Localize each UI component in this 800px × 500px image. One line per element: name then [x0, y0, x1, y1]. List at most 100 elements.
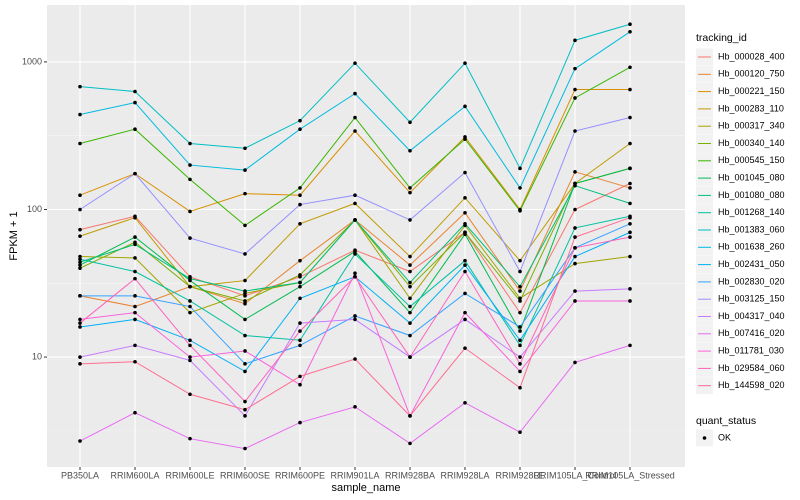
point: [463, 61, 467, 66]
point: [298, 127, 302, 132]
point: [298, 280, 302, 285]
point: [573, 261, 577, 266]
point: [78, 112, 82, 117]
point: [408, 296, 412, 301]
point: [133, 235, 137, 239]
point: [408, 310, 412, 315]
point: [518, 310, 522, 315]
point: [463, 222, 467, 226]
point: [78, 321, 82, 325]
legend-label: Hb_001268_140: [718, 207, 785, 217]
legend-label: Hb_004317_040: [718, 311, 785, 321]
point: [573, 235, 577, 239]
point: [353, 218, 357, 222]
point: [353, 317, 357, 322]
point: [298, 222, 302, 226]
point: [353, 61, 357, 66]
point: [188, 358, 192, 363]
y-tick-label: 1000: [22, 56, 42, 66]
point: [628, 254, 632, 259]
point: [188, 392, 192, 397]
point: [463, 346, 467, 350]
legend-label: Hb_029584_060: [718, 363, 785, 373]
point: [628, 343, 632, 348]
point: [243, 252, 247, 256]
point: [463, 269, 467, 274]
point: [78, 325, 82, 329]
point: [463, 310, 467, 315]
point: [463, 232, 467, 237]
point: [298, 186, 302, 190]
legend-label: Hb_000120_750: [718, 69, 785, 79]
legend-label: Hb_001638_260: [718, 242, 785, 252]
point: [133, 317, 137, 322]
point: [243, 146, 247, 151]
point: [518, 166, 522, 171]
point: [78, 234, 82, 238]
point: [188, 209, 192, 214]
x-tick-label: RRIM600LA: [110, 470, 159, 480]
x-tick-label: RRIM105LA_Control: [533, 470, 616, 480]
legend-label: Hb_007416_020: [718, 328, 785, 338]
point: [78, 355, 82, 359]
point: [573, 360, 577, 365]
point: [133, 100, 137, 105]
legend-label: Hb_000545_150: [718, 155, 785, 165]
legend-label: Hb_001045_080: [718, 172, 785, 182]
point: [353, 314, 357, 318]
point: [573, 170, 577, 174]
point: [188, 338, 192, 343]
point: [133, 127, 137, 132]
point: [298, 420, 302, 425]
point: [188, 236, 192, 240]
point: [133, 294, 137, 298]
point: [298, 296, 302, 301]
point: [133, 215, 137, 220]
point: [408, 321, 412, 325]
point: [463, 137, 467, 141]
point: [78, 193, 82, 197]
point: [243, 317, 247, 322]
point: [518, 430, 522, 434]
point: [518, 208, 522, 213]
point: [133, 410, 137, 415]
point: [463, 104, 467, 109]
legend-label: Hb_002431_050: [718, 259, 785, 269]
y-tick-label: 10: [32, 351, 42, 361]
point: [628, 230, 632, 235]
point: [298, 374, 302, 379]
point: [133, 304, 137, 309]
point: [133, 256, 137, 260]
point: [188, 141, 192, 146]
point: [408, 148, 412, 153]
point: [353, 274, 357, 279]
point: [78, 84, 82, 89]
point: [408, 254, 412, 259]
point: [243, 369, 247, 374]
point: [188, 436, 192, 441]
point: [628, 235, 632, 239]
legend-label: Hb_000221_150: [718, 86, 785, 96]
point: [298, 202, 302, 207]
point: [628, 222, 632, 226]
point: [78, 266, 82, 271]
point: [408, 280, 412, 285]
point: [518, 289, 522, 293]
point: [408, 304, 412, 309]
point: [628, 87, 632, 92]
point: [243, 289, 247, 293]
point: [243, 349, 247, 353]
y-tick-label: 100: [27, 204, 42, 214]
point: [133, 171, 137, 176]
legend-label: OK: [718, 432, 731, 442]
point: [628, 215, 632, 220]
point: [518, 369, 522, 374]
point: [353, 271, 357, 276]
point: [628, 65, 632, 70]
point: [133, 89, 137, 94]
point: [628, 166, 632, 171]
point: [628, 287, 632, 291]
point: [298, 118, 302, 123]
point: [188, 343, 192, 348]
